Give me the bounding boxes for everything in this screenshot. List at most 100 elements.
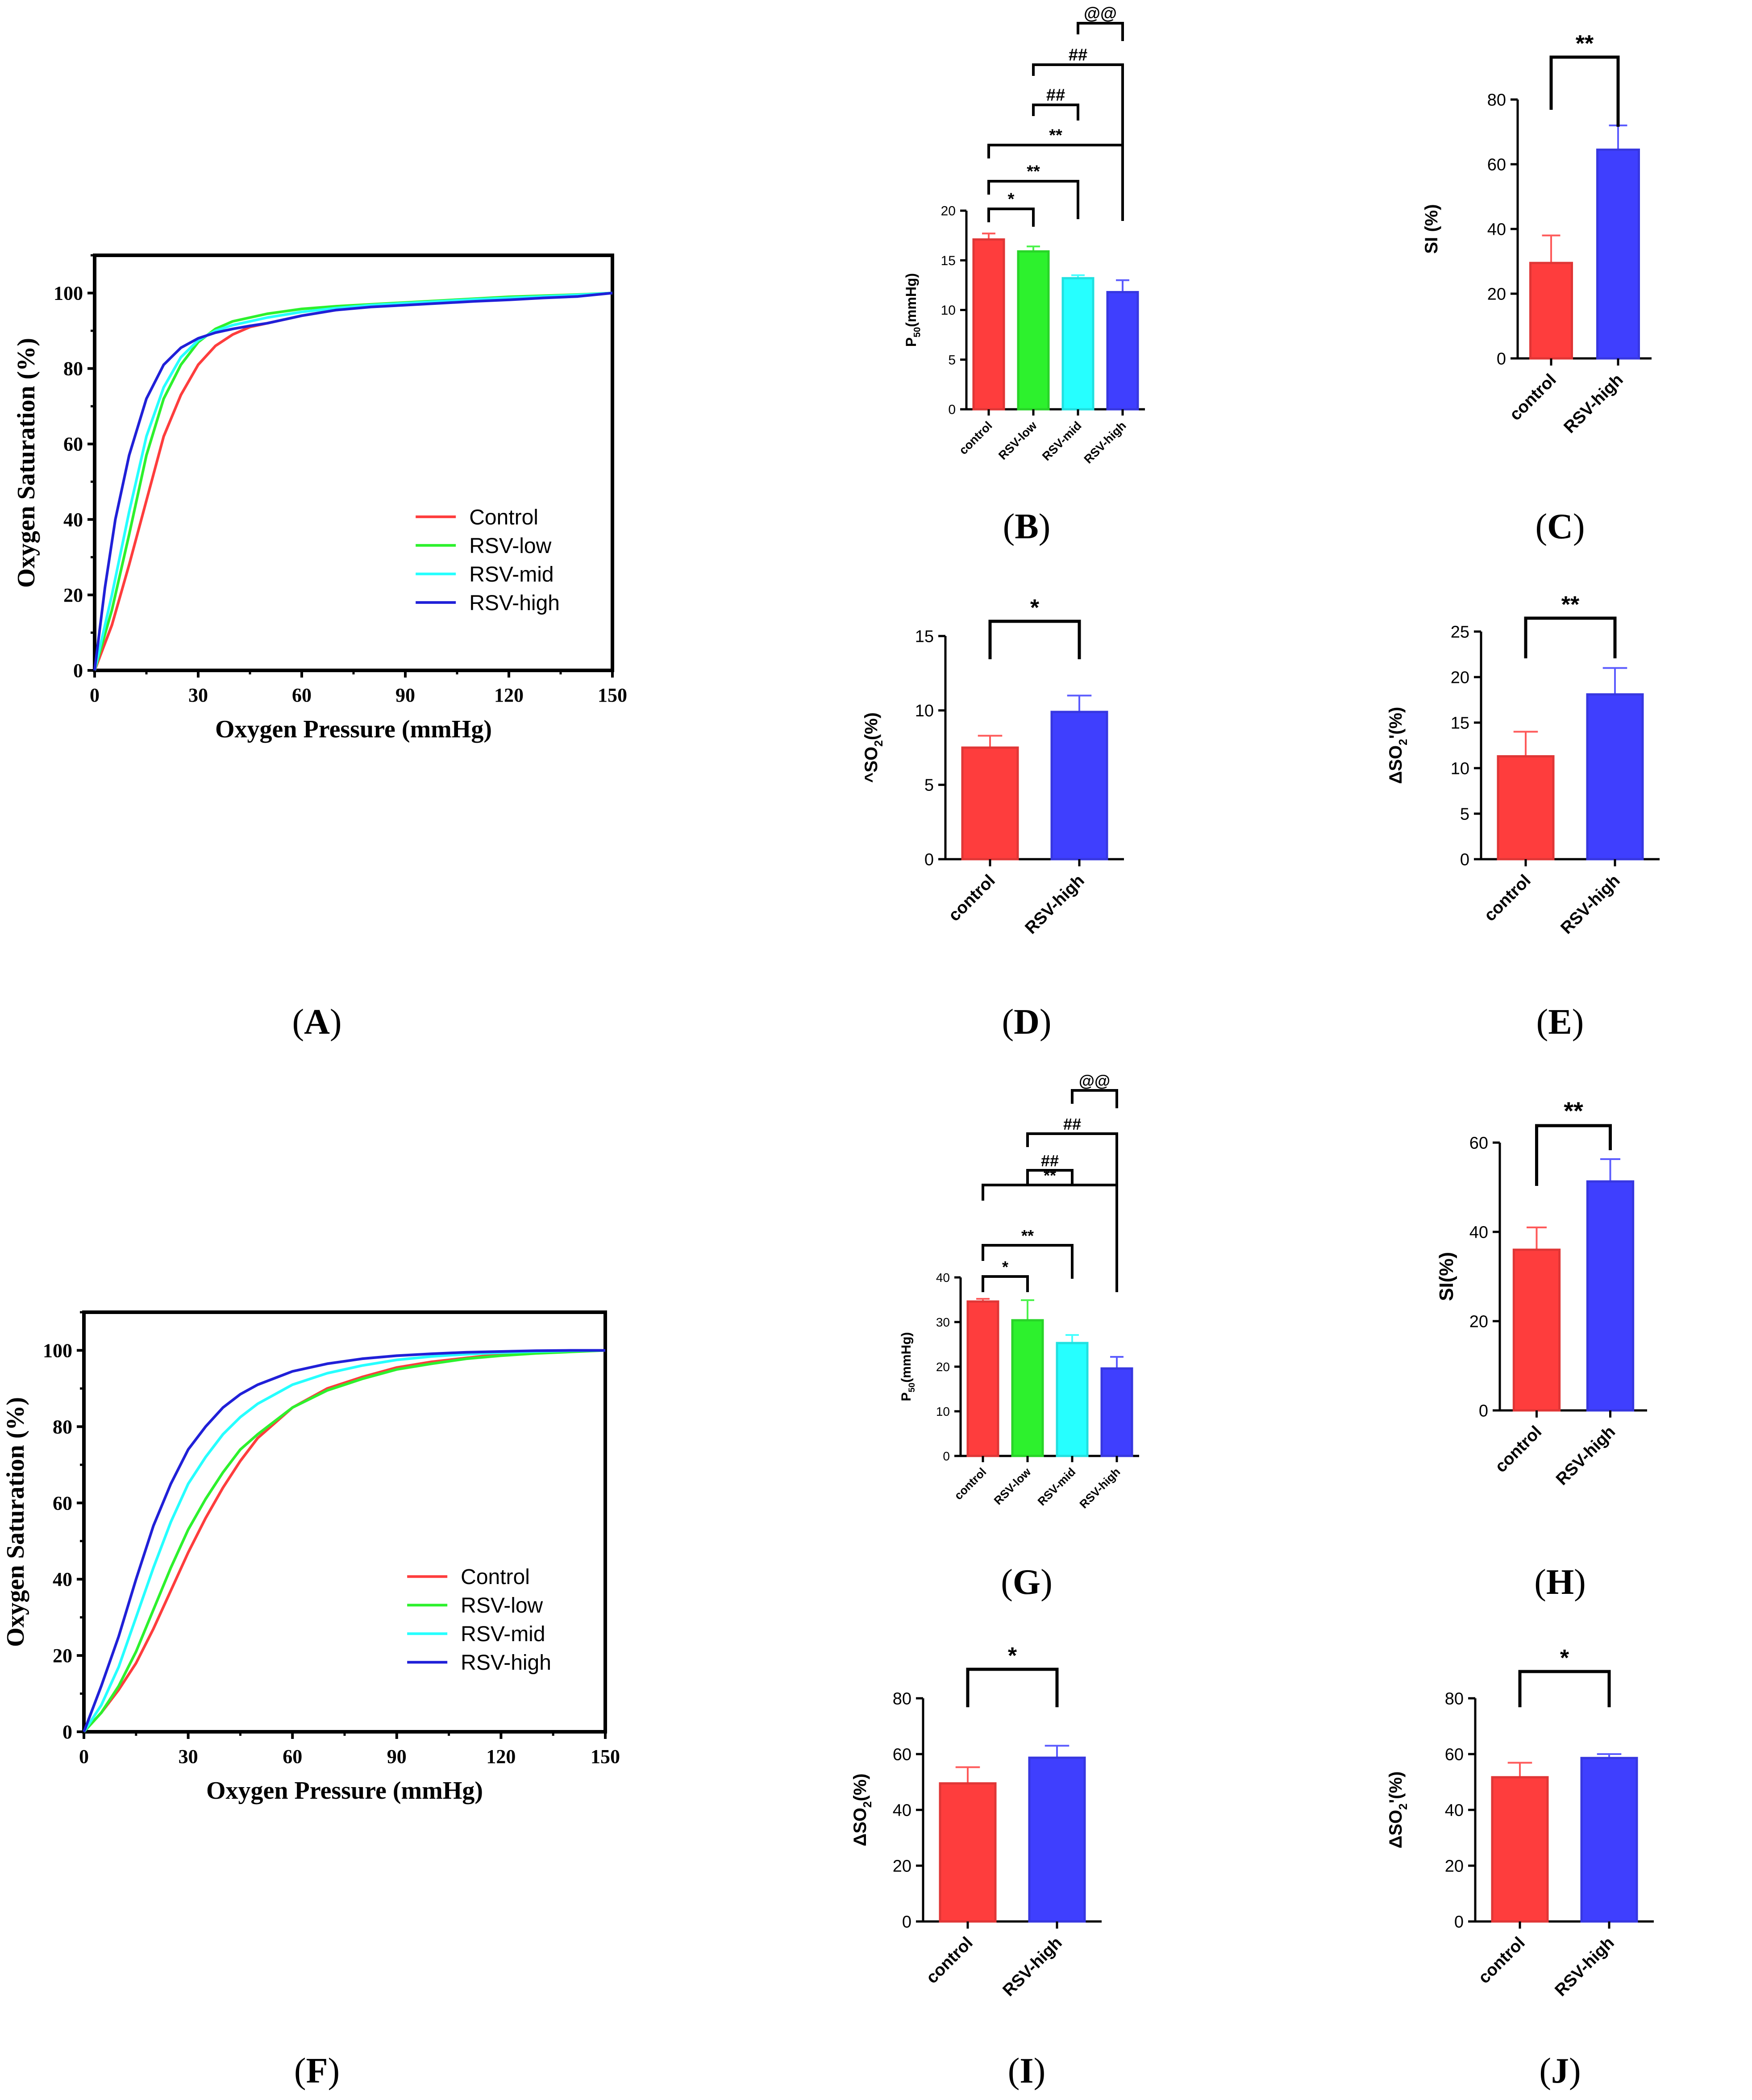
y-tick-label: 100 <box>54 283 83 304</box>
y-tick-label: 80 <box>63 358 83 380</box>
panel-label-i: (I) <box>1007 2051 1046 2091</box>
y-tick-label: 0 <box>924 850 934 869</box>
y-tick-label: 40 <box>893 1801 911 1820</box>
x-tick-label: RSV-high <box>1561 370 1627 437</box>
bar-control <box>1529 262 1573 360</box>
chart-a: 0 30 60 90 120 150 0 20 40 60 80 100 Oxygen Pressure… <box>12 254 627 743</box>
x-tick-label: control <box>1481 871 1535 925</box>
y-axis-label: ΔSO2'(%) <box>1386 707 1410 784</box>
significance-label: ** <box>1049 126 1062 145</box>
x-tick-label: control <box>923 1934 977 1988</box>
x-tick-label: 120 <box>486 1746 516 1767</box>
x-tick-label: RSV-mid <box>1040 419 1084 463</box>
significance-label: @@ <box>1084 4 1117 23</box>
y-tick-label: 0 <box>902 1913 911 1931</box>
y-tick-label: 0 <box>73 660 83 682</box>
y-tick-label: 10 <box>941 303 956 318</box>
bar-rsv-low <box>1011 1319 1044 1457</box>
y-tick-label: 20 <box>63 584 83 606</box>
chart-c: 0 20 40 60 80 SI (%) control RSV-high ** <box>1422 31 1652 437</box>
y-tick-label: 40 <box>1445 1801 1464 1820</box>
series-line-rsv-mid <box>83 1349 606 1733</box>
bar-control <box>1497 755 1555 861</box>
y-tick-label: 0 <box>1454 1913 1464 1931</box>
y-tick-label: 20 <box>941 204 956 219</box>
y-tick-label: 15 <box>915 627 934 646</box>
y-tick-label: 0 <box>62 1721 72 1743</box>
y-tick-label: 15 <box>941 254 956 268</box>
significance-bracket <box>987 208 1035 227</box>
bar-control <box>1512 1248 1561 1412</box>
x-tick-label: 60 <box>292 684 312 706</box>
significance-bracket <box>1026 1132 1118 1230</box>
y-tick-label: 15 <box>1451 714 1469 732</box>
y-axis-label: P50(mmHg) <box>899 1332 917 1401</box>
significance-label: ## <box>1063 1115 1081 1133</box>
y-tick-label: 20 <box>1451 668 1469 687</box>
x-tick-label: RSV-high <box>1077 1465 1123 1511</box>
y-tick-label: 0 <box>943 1449 950 1463</box>
significance-label: * <box>1008 1643 1017 1669</box>
y-tick-label: 40 <box>53 1568 72 1590</box>
bar-rsv-high <box>1586 1180 1635 1412</box>
y-tick-label: 10 <box>936 1405 950 1418</box>
significance-bracket <box>966 1668 1059 1707</box>
significance-bracket <box>1535 1124 1612 1186</box>
y-tick-label: 60 <box>893 1745 911 1764</box>
x-tick-label: 90 <box>387 1746 407 1767</box>
x-tick-label: RSV-low <box>991 1465 1034 1507</box>
x-axis-label: Oxygen Pressure (mmHg) <box>215 715 492 743</box>
y-tick-label: 100 <box>43 1339 72 1361</box>
legend-label: RSV-low <box>461 1594 543 1618</box>
y-tick-label: 40 <box>1487 220 1506 239</box>
significance-bracket <box>982 1184 1118 1292</box>
bar-rsv-high <box>1586 693 1644 861</box>
significance-label: ## <box>1041 1152 1059 1170</box>
chart-f: 0 30 60 90 120 150 0 20 40 60 80 100 Oxygen Pressure… <box>2 1310 620 1805</box>
y-tick-label: 20 <box>1487 285 1506 304</box>
x-tick-label: RSV-high <box>1557 871 1624 938</box>
bar-rsv-high <box>1028 1756 1086 1923</box>
legend-label: RSV-low <box>469 534 551 558</box>
y-tick-label: 60 <box>1487 155 1506 174</box>
bar-control <box>966 1300 999 1457</box>
significance-bracket <box>982 1275 1029 1292</box>
significance-label: * <box>1002 1258 1008 1276</box>
x-tick-label: 30 <box>188 684 208 706</box>
y-axis-label: P50(mmHg) <box>903 273 923 347</box>
panel-label-a: (A) <box>292 1002 342 1042</box>
y-tick-label: 40 <box>63 509 83 531</box>
y-tick-label: 20 <box>53 1645 72 1667</box>
significance-bracket <box>1026 1169 1074 1186</box>
y-tick-label: 10 <box>1451 759 1469 778</box>
x-tick-label: 90 <box>395 684 415 706</box>
panel-label-b: (B) <box>1003 507 1051 546</box>
significance-label: * <box>1008 190 1015 209</box>
bar-control <box>1491 1776 1549 1923</box>
bar-rsv-low <box>1017 250 1050 411</box>
series-line-rsv-high <box>83 1349 605 1733</box>
significance-bracket <box>982 1244 1074 1279</box>
significance-label: ** <box>1576 31 1594 57</box>
bar-rsv-high <box>1596 148 1640 360</box>
x-tick-label: RSV-low <box>996 419 1040 462</box>
y-tick-label: 60 <box>63 433 83 455</box>
x-tick-label: 60 <box>283 1746 302 1767</box>
significance-bracket <box>1032 63 1124 154</box>
y-tick-label: 20 <box>893 1857 911 1875</box>
y-tick-label: 5 <box>1460 805 1469 823</box>
bar-rsv-high <box>1050 711 1108 861</box>
x-tick-label: control <box>952 1465 989 1502</box>
y-tick-label: 20 <box>936 1360 950 1374</box>
y-tick-label: 30 <box>936 1315 950 1329</box>
panel-label-d: (D) <box>1002 1002 1052 1042</box>
x-tick-label: control <box>957 419 995 457</box>
chart-d: 0 5 10 15 ^SO2(%) control RSV-high * <box>861 595 1124 938</box>
y-tick-label: 80 <box>893 1689 911 1708</box>
bar-control <box>961 746 1019 861</box>
x-tick-label: RSV-mid <box>1035 1465 1078 1508</box>
significance-label: * <box>1560 1645 1569 1671</box>
legend-label: RSV-mid <box>469 563 553 586</box>
significance-label: @@ <box>1079 1072 1110 1090</box>
y-tick-label: 60 <box>53 1492 72 1514</box>
